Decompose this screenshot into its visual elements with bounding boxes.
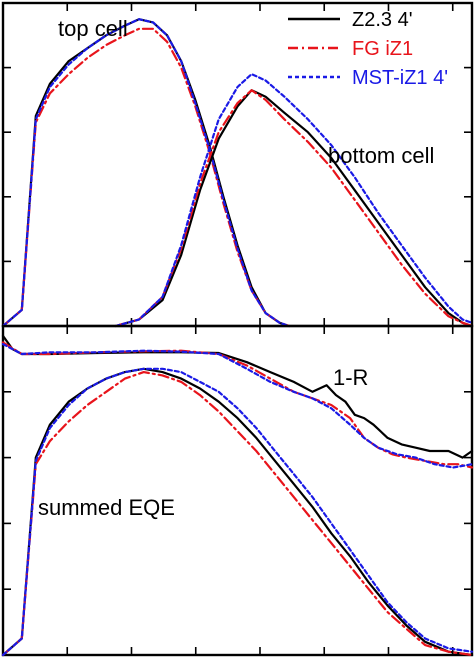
- legend-label-z23: Z2.3 4': [352, 9, 413, 31]
- series-mst-iz1-4-top-cell: [1, 18, 291, 328]
- top-panel: top cell bottom cell Z2.3 4' FG iZ1 MST-…: [1, 1, 474, 328]
- series-fg-iz1-summed-eqe: [1, 371, 474, 657]
- bottom-panel-series: [1, 334, 474, 657]
- series-z2-3-4-1-r: [1, 334, 474, 459]
- annotation-summed-eqe: summed EQE: [38, 495, 175, 520]
- top-panel-series: [1, 18, 474, 328]
- legend: Z2.3 4' FG iZ1 MST-iZ1 4': [288, 9, 448, 89]
- series-mst-iz1-4-bottom-cell: [114, 73, 474, 328]
- bottom-panel-ticks: [3, 326, 472, 655]
- series-z2-3-4-summed-eqe: [1, 367, 474, 657]
- annotation-top-cell: top cell: [58, 16, 128, 41]
- annotation-1-r: 1-R: [333, 365, 368, 390]
- legend-label-fg: FG iZ1: [352, 38, 413, 60]
- series-fg-iz1-1-r: [1, 341, 474, 469]
- top-panel-ticks: [3, 3, 472, 326]
- annotation-bottom-cell: bottom cell: [328, 143, 434, 168]
- series-mst-iz1-4-summed-eqe: [1, 367, 474, 657]
- series-mst-iz1-4-1-r: [1, 343, 474, 469]
- series-fg-iz1-bottom-cell: [114, 89, 474, 328]
- series-fg-iz1-top-cell: [1, 27, 291, 328]
- legend-label-mst: MST-iZ1 4': [352, 67, 448, 89]
- bottom-panel: 1-R summed EQE: [1, 324, 474, 657]
- bottom-panel-frame: [1, 324, 474, 657]
- series-z2-3-4-top-cell: [1, 18, 291, 328]
- series-z2-3-4-bottom-cell: [114, 89, 474, 328]
